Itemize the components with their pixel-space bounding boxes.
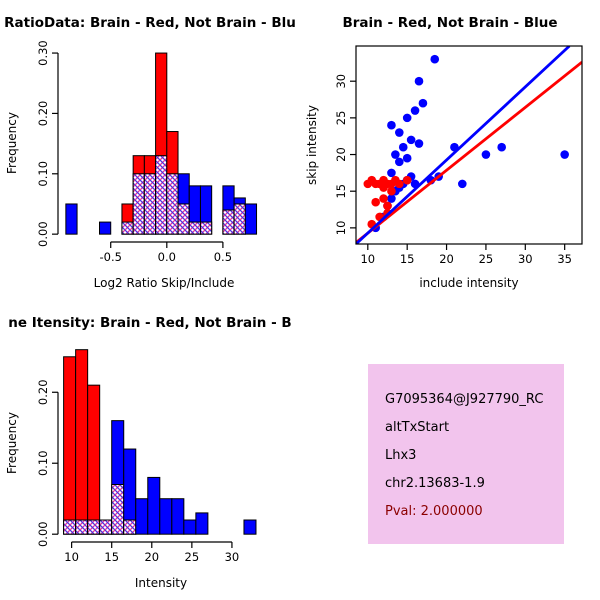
svg-text:30: 30 — [518, 252, 533, 266]
svg-text:25: 25 — [479, 252, 494, 266]
svg-text:20: 20 — [334, 147, 348, 162]
svg-text:0.00: 0.00 — [36, 221, 50, 247]
svg-text:35: 35 — [557, 252, 572, 266]
svg-text:0.0: 0.0 — [158, 250, 176, 264]
svg-text:0.20: 0.20 — [36, 379, 50, 405]
svg-text:20: 20 — [144, 550, 159, 564]
panel-scatter-intensity: 10 15 20 25 30 35 10 15 20 25 30 include intensity s… — [300, 0, 600, 300]
svg-text:15: 15 — [400, 252, 415, 266]
svg-text:Frequency: Frequency — [5, 112, 19, 174]
gene-intensity-histogram-chart: 10 15 20 25 30 0.00 0.10 0.20 Intensity Frequency… — [5, 315, 292, 590]
chromosome-location-text: chr2.13683-1.9 — [385, 476, 485, 491]
svg-text:Log2 Ratio Skip/Include: Log2 Ratio Skip/Include — [94, 276, 235, 290]
panel-hist-log2ratio: -0.5 0.0 0.5 0.00 0.10 0.20 0.30 Log2 Ratio Ski… — [0, 0, 300, 300]
svg-text:25: 25 — [185, 550, 200, 564]
svg-text:0.10: 0.10 — [36, 450, 50, 476]
event-type-text: altTxStart — [385, 420, 450, 435]
svg-text:10: 10 — [334, 221, 348, 236]
svg-text:25: 25 — [334, 111, 348, 126]
svg-text:30: 30 — [334, 74, 348, 89]
svg-text:include intensity: include intensity — [419, 276, 518, 290]
svg-text:Brain - Red, Not Brain - Blue: Brain - Red, Not Brain - Blue — [342, 15, 557, 31]
svg-text:10: 10 — [360, 252, 375, 266]
svg-text:0.10: 0.10 — [36, 161, 50, 187]
probe-id-text: G7095364@J927790_RC — [385, 392, 544, 407]
gene-name-text: Lhx3 — [385, 448, 417, 463]
svg-text:ne Itensity: Brain - Red, Not: ne Itensity: Brain - Red, Not Brain - B — [8, 315, 291, 331]
svg-text:0.00: 0.00 — [36, 521, 50, 547]
pval-text: Pval: 2.000000 — [385, 504, 483, 519]
svg-text:Frequency: Frequency — [5, 412, 19, 474]
svg-text:30: 30 — [225, 550, 240, 564]
svg-text:0.30: 0.30 — [36, 40, 50, 66]
svg-text:15: 15 — [104, 550, 119, 564]
log2ratio-histogram-chart: -0.5 0.0 0.5 0.00 0.10 0.20 0.30 Log2 Ratio Ski… — [4, 15, 296, 290]
svg-text:skip intensity: skip intensity — [305, 105, 319, 185]
svg-text:10: 10 — [64, 550, 79, 564]
panel-gene-info: G7095364@J927790_RC altTxStart Lhx3 chr2… — [300, 300, 600, 600]
info-box: G7095364@J927790_RC altTxStart Lhx3 chr2… — [368, 364, 564, 544]
svg-text:0.20: 0.20 — [36, 101, 50, 127]
panel-hist-intensity: 10 15 20 25 30 0.00 0.10 0.20 Intensity Frequency… — [0, 300, 300, 600]
svg-text:-0.5: -0.5 — [99, 250, 121, 264]
svg-text:15: 15 — [334, 184, 348, 199]
svg-text:RatioData: Brain - Red, Not Br: RatioData: Brain - Red, Not Brain - Blu — [4, 15, 296, 31]
svg-text:Intensity: Intensity — [135, 576, 187, 590]
svg-text:0.5: 0.5 — [214, 250, 232, 264]
svg-text:20: 20 — [439, 252, 454, 266]
